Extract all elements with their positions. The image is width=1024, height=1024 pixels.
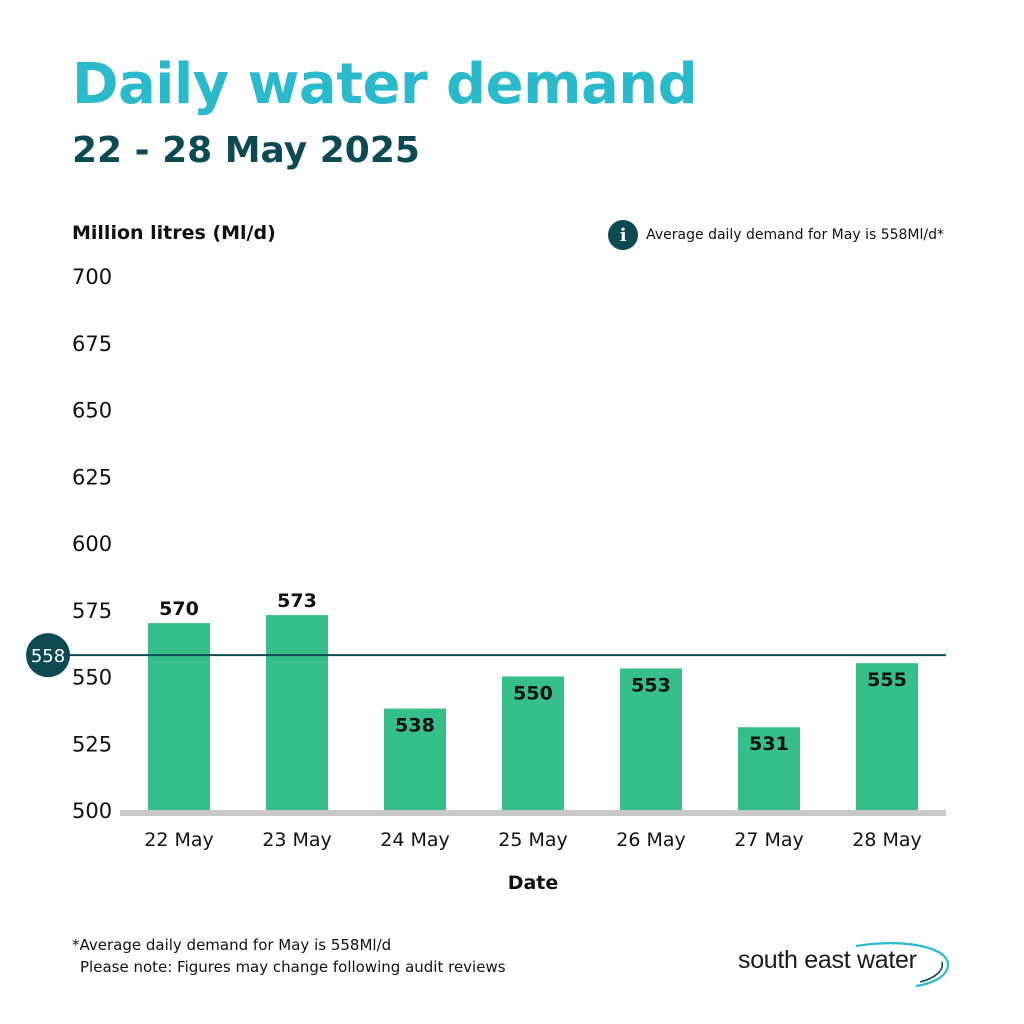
x-tick-label: 25 May <box>498 829 568 851</box>
chart-title: Daily water demand <box>72 52 698 117</box>
bar <box>384 708 446 810</box>
bar <box>620 668 682 810</box>
logo-text: south east water <box>738 946 917 974</box>
average-line-marker <box>26 633 70 678</box>
bar <box>856 663 918 810</box>
x-tick-label: 28 May <box>852 829 922 851</box>
footnote-average: *Average daily demand for May is 558Ml/d <box>72 936 392 954</box>
y-tick-label: 575 <box>72 599 112 623</box>
bar-value-label: 553 <box>631 674 671 696</box>
info-icon: i <box>608 220 639 250</box>
x-axis-label: Date <box>508 872 559 894</box>
average-info: i Average daily demand for May is 558Ml/… <box>608 220 944 250</box>
bar <box>502 676 564 810</box>
bar-value-label: 531 <box>749 733 789 755</box>
x-tick-label: 22 May <box>144 829 214 851</box>
y-axis-label: Million litres (Ml/d) <box>72 222 276 244</box>
bar <box>738 727 800 810</box>
x-tick-label: 27 May <box>734 829 804 851</box>
footnote: *Average daily demand for May is 558Ml/d… <box>72 934 506 978</box>
x-tick-label: 24 May <box>380 829 450 851</box>
bar <box>148 623 210 810</box>
x-tick-label: 23 May <box>262 829 332 851</box>
footnote-audit-note: Please note: Figures may change followin… <box>80 958 506 976</box>
bar-value-label: 555 <box>867 669 907 691</box>
bar-value-label: 538 <box>395 715 435 737</box>
x-tick-label: 26 May <box>616 829 686 851</box>
x-axis-baseline <box>120 810 946 816</box>
y-tick-label: 700 <box>72 265 112 289</box>
y-tick-label: 675 <box>72 332 112 356</box>
y-tick-label: 600 <box>72 532 112 556</box>
average-line-label: 558 <box>31 646 65 667</box>
bar-value-label: 550 <box>513 683 553 705</box>
chart-subtitle: 22 - 28 May 2025 <box>72 130 420 171</box>
y-tick-label: 550 <box>72 666 112 690</box>
y-tick-label: 525 <box>72 732 112 756</box>
bar-value-label: 573 <box>277 590 317 612</box>
south-east-water-logo: south east water <box>738 940 958 988</box>
y-tick-label: 625 <box>72 465 112 489</box>
bar-value-label: 570 <box>159 598 199 620</box>
bar <box>266 615 328 810</box>
y-tick-label: 500 <box>72 799 112 823</box>
average-info-text: Average daily demand for May is 558Ml/d* <box>646 227 944 243</box>
logo-swoosh-icon <box>855 942 950 988</box>
y-tick-label: 650 <box>72 399 112 423</box>
